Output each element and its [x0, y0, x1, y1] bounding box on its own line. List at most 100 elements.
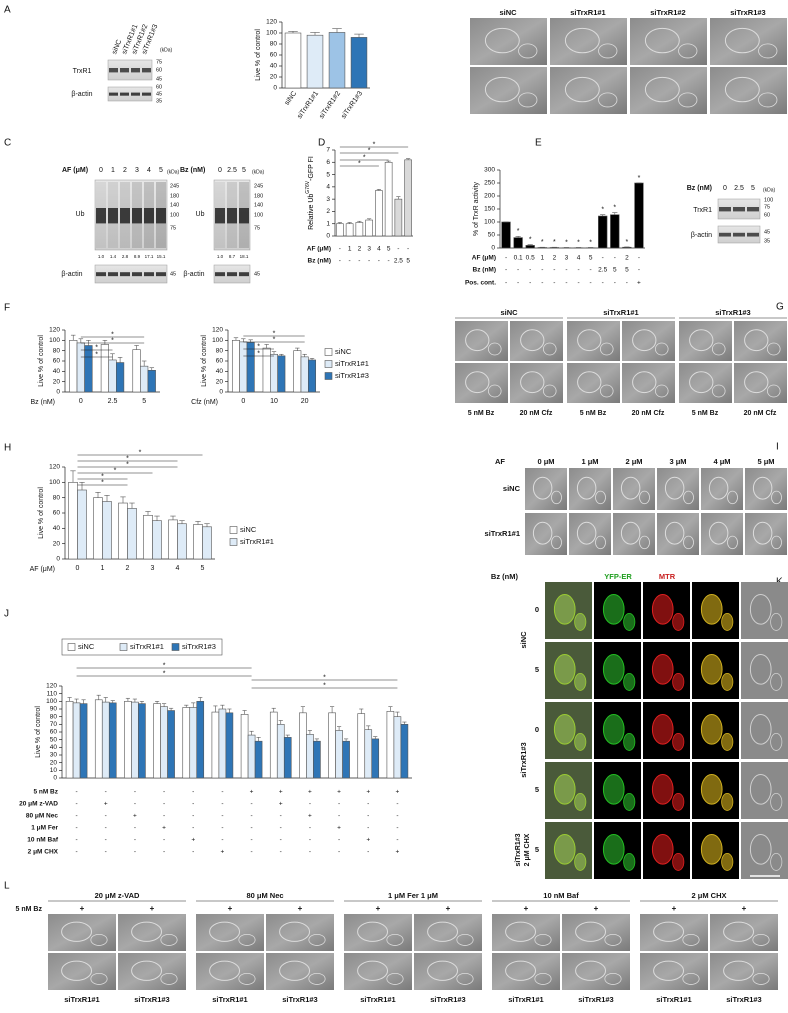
y-tick-label: 60: [50, 729, 58, 736]
micrograph: [741, 642, 788, 699]
bar: [189, 707, 198, 779]
condition-label: AF (μM): [307, 246, 331, 253]
y-tick-label: 0: [273, 85, 277, 92]
cell: [721, 792, 734, 811]
bar: [283, 737, 292, 779]
bar: [247, 734, 256, 779]
condition-value: -: [541, 267, 543, 274]
sign-label: +: [524, 904, 529, 913]
condition-value: -: [280, 825, 282, 832]
cell: [599, 342, 614, 356]
row-label: siNC: [503, 484, 521, 493]
condition-value: -: [309, 825, 311, 832]
micrograph: [567, 363, 620, 403]
bar: [299, 712, 307, 779]
y-tick-label: 20: [50, 759, 58, 766]
cell: [654, 342, 669, 356]
condition-value: +: [366, 789, 370, 796]
quant-label: 8.9: [134, 254, 141, 259]
significance-star: *: [541, 239, 544, 246]
group-header: 1 μM Fer 1 μM: [388, 891, 438, 900]
blot-band: [131, 92, 140, 96]
blot-band: [747, 232, 759, 237]
micrograph: [741, 822, 788, 879]
treatment-label: 5 nM Bz: [468, 410, 495, 417]
y-tick-label: 120: [49, 327, 60, 334]
condition-value: -: [638, 267, 640, 274]
micrograph: [118, 953, 186, 990]
condition-value: -: [250, 837, 252, 844]
cell: [682, 933, 700, 946]
cell: [721, 612, 734, 631]
cell: [456, 972, 474, 985]
condition-value: 3: [565, 255, 569, 262]
quant-label: 2.8: [122, 254, 129, 259]
legend-label: siNC: [335, 347, 352, 356]
cell: [620, 476, 641, 500]
y-tick-label: 100: [46, 698, 57, 705]
bar: [77, 489, 87, 560]
blot-band: [719, 232, 731, 237]
cell: [708, 521, 729, 545]
condition-value: 5: [613, 267, 617, 274]
legend-swatch: [229, 526, 238, 534]
band-label: β-actin: [691, 232, 712, 239]
condition-value: -: [553, 267, 555, 274]
blot-band: [156, 208, 166, 224]
cell: [770, 672, 783, 691]
condition-value: -: [338, 849, 340, 856]
condition-label: Bz (nM): [308, 258, 331, 265]
blot: [107, 86, 153, 102]
condition-value: -: [105, 837, 107, 844]
condition-value: -: [541, 280, 543, 287]
marker-label: 75: [156, 59, 162, 65]
quant-label: 1.0: [217, 254, 224, 259]
blot-band: [96, 208, 106, 224]
cell: [749, 774, 772, 805]
micrograph: [550, 18, 627, 65]
kda-label: (kDa): [252, 169, 265, 175]
y-axis-label: Live % of control: [201, 335, 208, 387]
blot: [94, 179, 168, 251]
y-tick-label: 60: [53, 358, 61, 365]
blot-band: [156, 272, 166, 277]
condition-value: 5: [625, 267, 629, 274]
y-tick-label: 120: [266, 19, 277, 26]
cell: [427, 960, 459, 981]
condition-value: -: [349, 258, 351, 265]
x-axis-label: Bz (nM): [31, 399, 56, 406]
legend-label: siTrxR1#1: [130, 642, 164, 651]
legend-swatch: [324, 360, 333, 368]
blot-band: [120, 272, 130, 277]
bar: [386, 710, 395, 779]
cell: [577, 329, 602, 352]
blot-band: [144, 272, 154, 277]
condition-value: -: [397, 246, 399, 253]
blot-band: [142, 68, 151, 73]
significance-star: *: [601, 207, 604, 214]
bar: [357, 713, 366, 779]
cell: [575, 921, 607, 942]
condition-value: -: [367, 801, 369, 808]
condition-value: +: [279, 801, 283, 808]
band-label: TrxR1: [73, 68, 92, 75]
panel-letter: D: [318, 138, 325, 149]
panel-letter: J: [4, 609, 9, 620]
marker-label: 245: [170, 183, 179, 189]
cell: [724, 76, 760, 103]
y-tick-label: 50: [50, 736, 58, 743]
treatment-label: 20 nM Cfz: [520, 410, 553, 417]
blot-band: [227, 272, 237, 277]
y-tick-label: 110: [47, 690, 58, 697]
row-label: siTrxR1#1: [485, 529, 520, 538]
cell: [532, 476, 553, 500]
condition-value: -: [134, 801, 136, 808]
cell: [279, 921, 311, 942]
cell: [602, 834, 625, 865]
bar: [202, 526, 212, 560]
condition-value: -: [134, 837, 136, 844]
cell: [653, 921, 685, 942]
condition-value: +: [133, 813, 137, 820]
y-tick-label: 1: [326, 220, 330, 227]
condition-value: -: [309, 801, 311, 808]
